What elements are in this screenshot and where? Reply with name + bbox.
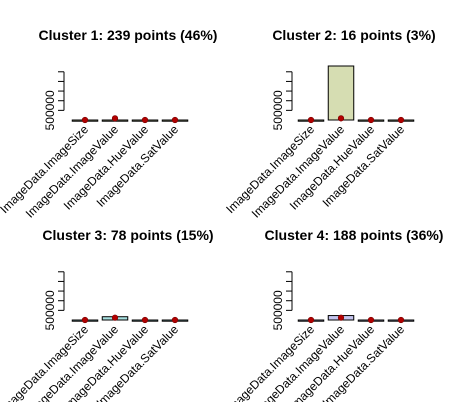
panel-title: Cluster 1: 239 points (46%)	[39, 27, 218, 43]
data-point	[307, 116, 315, 124]
panel-title: Cluster 2: 16 points (3%)	[272, 27, 435, 43]
y-tick-label: 500000	[43, 90, 57, 130]
data-point	[337, 314, 345, 321]
data-point	[111, 314, 119, 321]
data-point	[367, 116, 375, 124]
data-point	[337, 115, 345, 122]
y-tick-label: 500000	[43, 290, 57, 330]
data-point	[171, 116, 179, 124]
data-point	[141, 316, 149, 324]
data-point	[81, 116, 89, 124]
data-point	[307, 316, 315, 324]
y-tick-label: 500000	[271, 290, 285, 330]
data-point	[397, 316, 405, 324]
data-point	[111, 115, 119, 122]
bar	[327, 65, 355, 121]
panel-title: Cluster 3: 78 points (15%)	[42, 227, 213, 243]
data-point	[367, 316, 375, 324]
data-point	[141, 116, 149, 124]
data-point	[171, 316, 179, 324]
panel-title: Cluster 4: 188 points (36%)	[265, 227, 444, 243]
data-point	[397, 116, 405, 124]
y-tick-label: 500000	[271, 90, 285, 130]
data-point	[81, 316, 89, 324]
